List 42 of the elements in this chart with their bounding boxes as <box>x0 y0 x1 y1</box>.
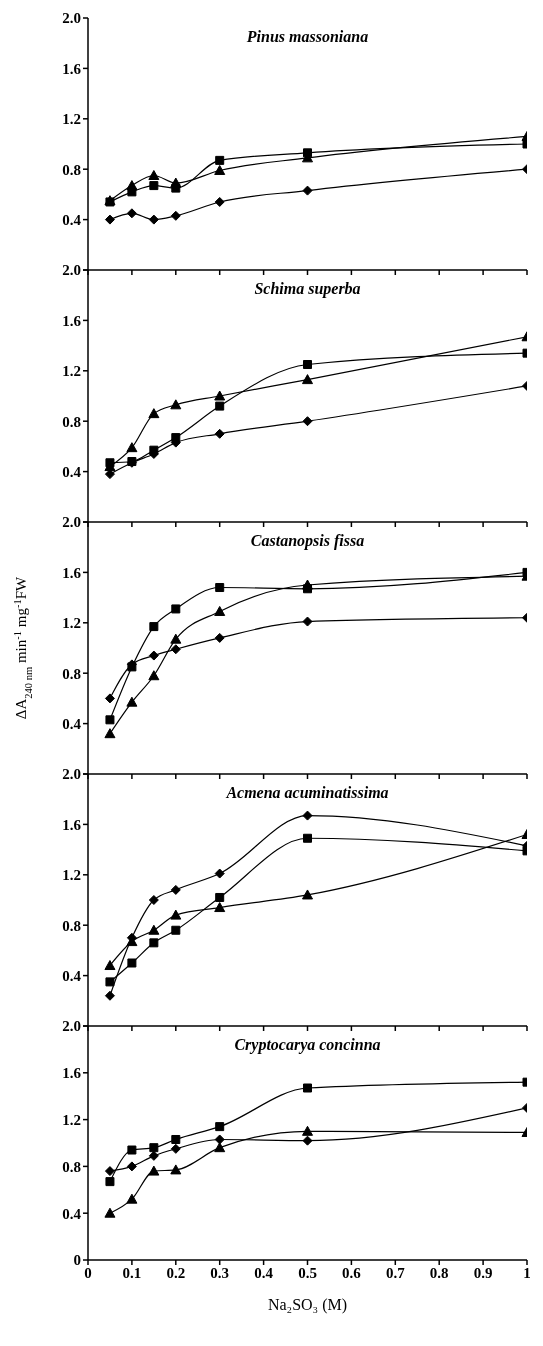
y-tick-label: 1.2 <box>62 363 81 380</box>
y-tick-label: 0.4 <box>62 1205 82 1222</box>
y-tick-label: 1.2 <box>62 111 81 128</box>
y-tick-label: 1.2 <box>62 867 81 884</box>
y-tick-label: 2.0 <box>62 1018 81 1035</box>
y-tick-label: 2.0 <box>62 766 81 783</box>
y-tick-label: 0.4 <box>62 211 82 228</box>
x-tick-label: 0.2 <box>166 1264 186 1281</box>
x-tick-label: 0.6 <box>342 1264 362 1281</box>
y-tick-label: 0 <box>73 1252 81 1269</box>
x-tick-label: 0.9 <box>473 1264 493 1281</box>
y-tick-label: 2.0 <box>62 10 81 27</box>
x-tick-label: 0.3 <box>210 1264 230 1281</box>
y-tick-label: 2.0 <box>62 514 81 531</box>
x-tick-label: 0.7 <box>385 1264 406 1281</box>
y-tick-label: 1.2 <box>62 615 81 632</box>
text: Cryptocarya concinna <box>233 1036 382 1054</box>
y-tick-label: 0.4 <box>62 967 82 984</box>
text: Pinus massoniana <box>245 28 370 46</box>
y-tick-label: 1.6 <box>62 60 82 77</box>
y-tick-label: 1.6 <box>62 312 82 329</box>
text: Schima superba <box>253 280 362 298</box>
y-tick-label: 1.6 <box>62 1065 82 1082</box>
y-tick-label: 0.8 <box>62 1158 81 1175</box>
y-tick-label: 0.8 <box>62 665 81 682</box>
x-tick-label: 0.1 <box>122 1264 142 1281</box>
y-tick-label: 0.8 <box>62 413 81 430</box>
x-tick-label: 0.5 <box>298 1264 317 1281</box>
y-tick-label: 1.6 <box>62 816 82 833</box>
text: Castanopsis fissa <box>249 532 366 550</box>
text: Acmena acuminatissima <box>225 784 390 802</box>
x-axis-title: Na₂SO₃ (M) <box>266 1296 349 1314</box>
y-tick-label: 1.2 <box>62 1111 81 1128</box>
y-tick-label: 2.0 <box>62 262 81 279</box>
x-tick-label: 0.4 <box>254 1264 274 1281</box>
y-tick-label: 0.4 <box>62 715 82 732</box>
y-tick-label: 0.8 <box>62 917 81 934</box>
x-tick-label: 0.8 <box>429 1264 449 1281</box>
y-tick-label: 0.4 <box>62 463 82 480</box>
y-tick-label: 0.8 <box>62 161 81 178</box>
x-tick-label: 1 <box>523 1264 531 1281</box>
y-tick-label: 1.6 <box>62 564 82 581</box>
